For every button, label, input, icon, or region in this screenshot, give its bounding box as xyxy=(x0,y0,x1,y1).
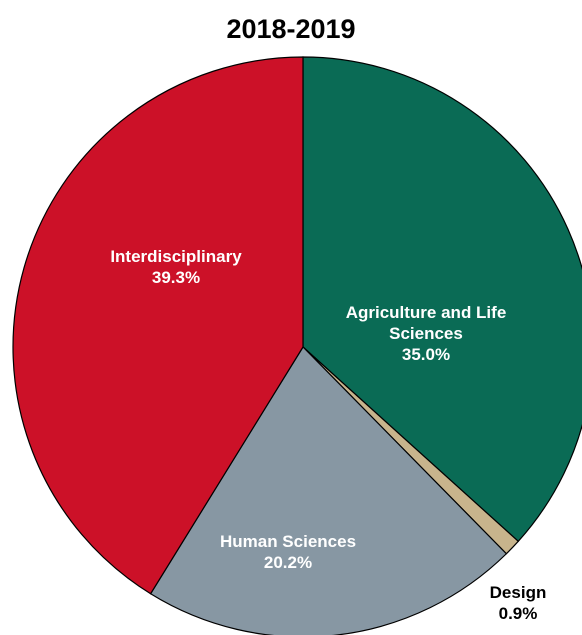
slice-label-design: Design 0.9% xyxy=(490,583,547,623)
pie-slice-agriculture-and-life-sciences xyxy=(302,56,582,543)
slice-label-human-sciences: Human Sciences 20.2% xyxy=(220,532,356,572)
slice-name-design: Design xyxy=(490,583,547,602)
slice-pct-agriculture-and-life-sciences: 35.0% xyxy=(402,345,450,364)
slice-name-agriculture-and-life-sciences: Sciences xyxy=(389,324,463,343)
slice-name-human-sciences: Human Sciences xyxy=(220,532,356,551)
slice-label-agriculture-and-life-sciences: Agriculture and Life Sciences 35.0% xyxy=(346,303,507,364)
slice-pct-human-sciences: 20.2% xyxy=(264,553,312,572)
pie-slice-human-sciences xyxy=(149,346,508,635)
chart-title: 2018-2019 xyxy=(226,14,356,44)
slice-name-interdisciplinary: Interdisciplinary xyxy=(110,247,242,266)
slice-label-interdisciplinary: Interdisciplinary 39.3% xyxy=(110,247,242,287)
slice-pct-design: 0.9% xyxy=(499,604,538,623)
pie-slice-interdisciplinary xyxy=(12,56,304,595)
slice-name-agriculture-and-life-sciences: Agriculture and Life xyxy=(346,303,507,322)
slice-pct-interdisciplinary: 39.3% xyxy=(152,268,200,287)
